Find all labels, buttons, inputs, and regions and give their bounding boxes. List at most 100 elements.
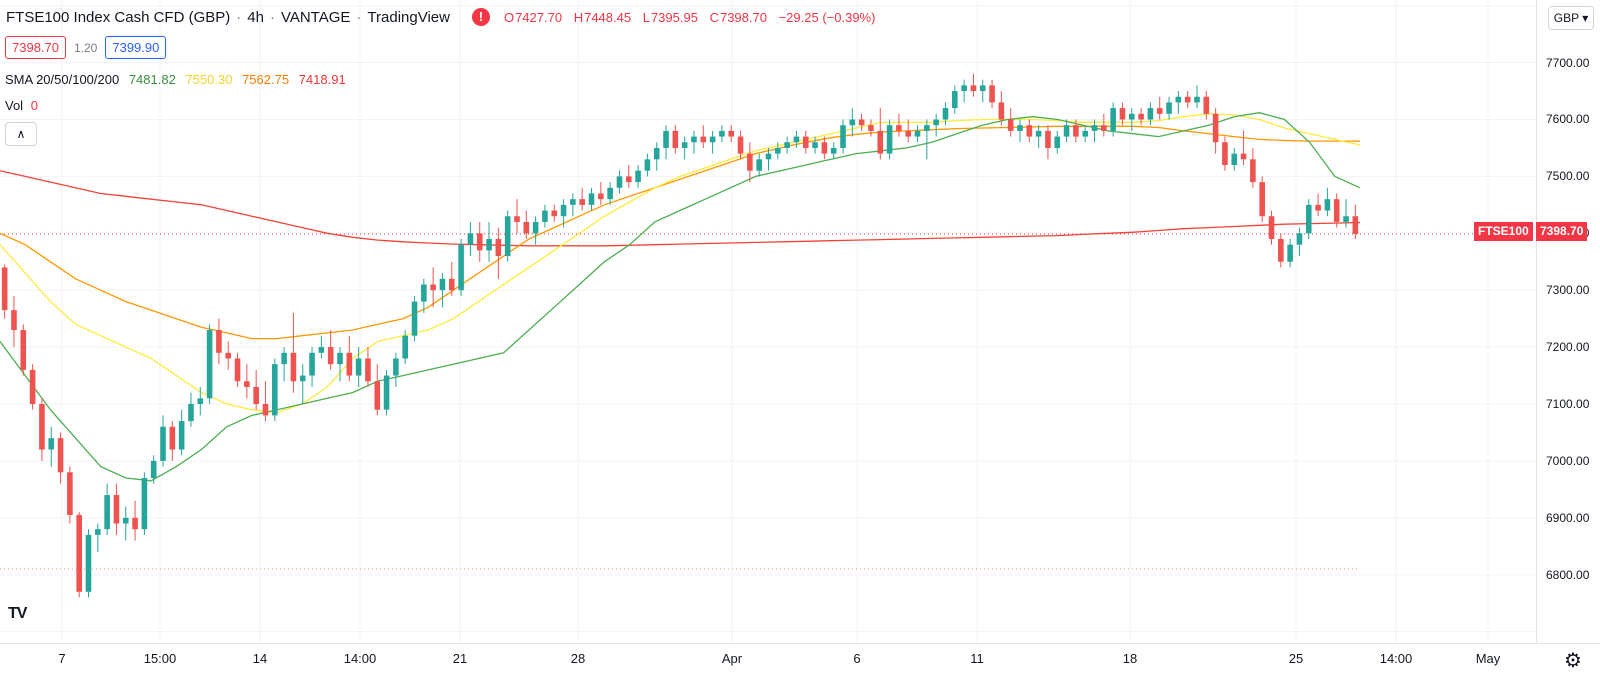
candle-body [616, 176, 623, 188]
candle-body [476, 233, 483, 251]
sma-legend[interactable]: SMA 20/50/100/200 7481.82 7550.30 7562.7… [5, 72, 352, 87]
candle-body [244, 381, 250, 387]
time-tick-label: 18 [1122, 651, 1138, 666]
symbol-header: FTSE100 Index Cash CFD (GBP) · 4h · VANT… [6, 8, 883, 26]
high-value: 7448.45 [584, 9, 632, 25]
candle-body [588, 193, 595, 205]
time-axis[interactable] [0, 643, 1600, 679]
candle-body [1259, 182, 1265, 217]
candle-body [979, 85, 986, 92]
gear-icon[interactable]: ⚙ [1564, 650, 1582, 672]
candle-body [1324, 199, 1331, 211]
candle-body [728, 130, 735, 137]
sma50-line [0, 113, 1361, 414]
exchange-label: VANTAGE [280, 8, 351, 26]
low-value: 7395.95 [650, 9, 698, 25]
candle-body [299, 375, 306, 382]
candle-body [197, 398, 204, 405]
candle-body [11, 310, 17, 331]
buy-price-button[interactable]: 7399.90 [105, 36, 167, 59]
candle-body [1007, 119, 1014, 131]
candle-body [355, 358, 362, 376]
last-symbol-tag: FTSE100 [1474, 222, 1533, 241]
candle-body [989, 85, 995, 103]
candle-body [29, 369, 36, 405]
candle-body [20, 330, 27, 370]
candle-body [225, 352, 232, 359]
candle-body [896, 125, 902, 131]
candle-body [802, 136, 809, 148]
candle-body [439, 278, 446, 291]
candle-body [1305, 204, 1312, 234]
currency-selector[interactable]: GBP ▾ [1548, 6, 1594, 30]
symbol-name[interactable]: FTSE100 Index Cash CFD (GBP) [6, 8, 231, 26]
price-tick-label: 7500.00 [1546, 169, 1590, 184]
candle-body [1212, 113, 1219, 143]
price-tick-label: 6900.00 [1546, 510, 1590, 525]
candle-body [775, 147, 781, 154]
candle-body [821, 142, 828, 154]
open-value: 7427.70 [515, 9, 563, 25]
candle-body [290, 352, 297, 382]
candle-body [309, 352, 315, 376]
candle-body [1287, 244, 1293, 262]
time-tick-label: May [1475, 651, 1501, 666]
candle-body [402, 335, 408, 359]
time-tick-label: 28 [570, 651, 586, 666]
candle-body [57, 438, 64, 473]
time-tick-label: Apr [721, 651, 743, 666]
sma100-value: 7562.75 [242, 72, 290, 87]
candle-body [691, 136, 697, 143]
candle-body [383, 375, 390, 410]
candle-body [1035, 130, 1042, 137]
candle-body [1063, 125, 1070, 137]
interval-label[interactable]: 4h [247, 8, 264, 26]
candle-body [374, 381, 381, 410]
candle-body [262, 404, 269, 416]
candle-body [337, 352, 343, 365]
candle-body [141, 477, 148, 530]
candle-body [523, 221, 530, 234]
candle-body [1166, 102, 1172, 114]
candle-body [1352, 216, 1359, 234]
candle-body [1203, 96, 1210, 114]
spread-value: 1.20 [74, 40, 98, 55]
volume-legend[interactable]: Vol 0 [5, 98, 38, 113]
chevron-up-icon[interactable]: ∧ [5, 122, 37, 146]
candle-body [607, 187, 613, 200]
candle-body [1231, 153, 1238, 166]
candle-body [998, 102, 1005, 120]
candle-body [793, 136, 800, 143]
candle-body [532, 221, 539, 234]
candle-body [598, 193, 604, 200]
candle-body [132, 517, 138, 530]
price-axis[interactable] [1536, 0, 1600, 643]
candle-body [570, 199, 576, 205]
candle-body [1278, 238, 1284, 262]
candle-body [1, 267, 8, 311]
candle-body [253, 386, 259, 405]
candle-body [933, 119, 939, 126]
candle-body [877, 130, 884, 154]
candle-body [411, 301, 418, 336]
candle-body [1240, 153, 1247, 160]
candle-body [178, 421, 185, 450]
candle-body [1268, 216, 1275, 239]
candle-body [1128, 113, 1135, 120]
exclamation-icon[interactable]: ! [471, 8, 490, 26]
sma-label: SMA 20/50/100/200 [5, 72, 120, 87]
candle-body [1296, 233, 1303, 245]
last-price-tag: 7398.70 [1536, 222, 1588, 241]
vol-value: 0 [30, 98, 38, 113]
candle-body [1101, 125, 1107, 131]
price-chart[interactable] [0, 0, 1536, 643]
candle-body [868, 125, 874, 131]
sell-price-button[interactable]: 7398.70 [5, 36, 66, 59]
tradingview-logo[interactable]: TV [8, 605, 27, 622]
time-tick-label: 25 [1288, 651, 1304, 666]
price-tick-label: 6800.00 [1546, 567, 1590, 582]
candle-body [737, 136, 744, 154]
candle-body [681, 142, 688, 148]
candle-body [39, 404, 45, 450]
candle-body [830, 147, 837, 154]
